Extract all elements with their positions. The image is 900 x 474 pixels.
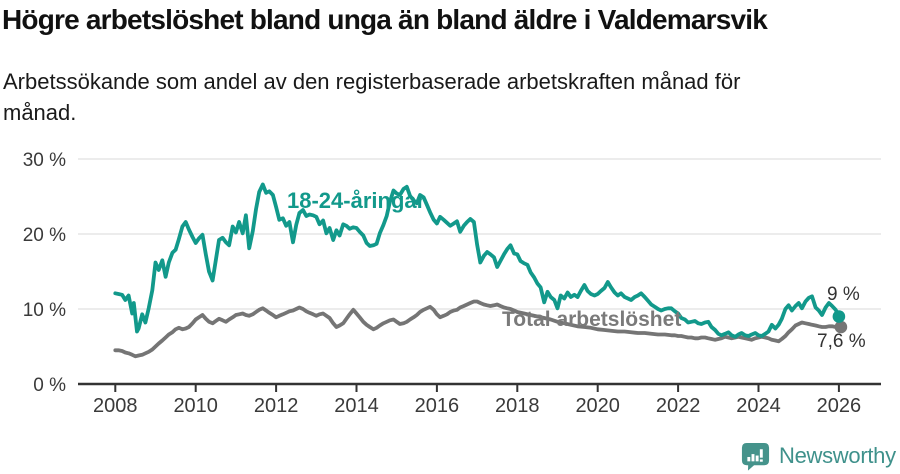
end-value-label-total: 7,6 % [817, 331, 866, 352]
series-label-18-24: 18-24-åringar [287, 188, 426, 213]
x-tick-label: 2022 [656, 395, 701, 417]
x-tick-label: 2014 [334, 395, 379, 417]
series-end-dot-total [834, 320, 848, 334]
y-tick-label: 0 % [33, 375, 66, 396]
chart-subtitle: Arbetssökande som andel av den registerb… [3, 66, 740, 128]
series-end-dot-young [832, 310, 846, 323]
chart-subtitle-line1: Arbetssökande som andel av den registerb… [3, 69, 741, 94]
chart-title: Högre arbetslöshet bland unga än bland ä… [2, 4, 768, 35]
series-line-young [113, 182, 841, 339]
x-tick-label: 2016 [415, 395, 460, 417]
end-value-label-18-24: 9 % [827, 284, 860, 305]
newsworthy-icon [741, 442, 770, 471]
series-label-total: Total arbetslöshet [502, 308, 682, 331]
series-line-total [113, 299, 843, 359]
x-tick-label: 2020 [575, 395, 620, 417]
y-axis-labels: 30 % 20 % 10 % 0 % [23, 150, 66, 396]
x-tick-label: 2018 [495, 395, 540, 417]
y-tick-label: 30 % [23, 150, 66, 171]
speech-bubble-shape [741, 442, 770, 471]
x-tick-label: 2008 [93, 395, 138, 417]
newsworthy-wordmark: Newsworthy [779, 443, 896, 468]
x-axis: 2008 2010 2012 2014 2016 2018 2020 2022 2024 2026 [78, 382, 881, 417]
x-tick-label: 2024 [736, 395, 781, 417]
gridlines [78, 158, 881, 310]
y-tick-label: 20 % [23, 225, 66, 246]
y-tick-label: 10 % [23, 300, 66, 321]
x-tick-label: 2026 [817, 395, 862, 417]
chart-subtitle-line2: månad. [3, 100, 77, 125]
newsworthy-logo: Newsworthy [740, 440, 896, 472]
x-tick-label: 2012 [254, 395, 299, 417]
x-tick-label: 2010 [173, 395, 218, 417]
series-lines [113, 182, 848, 359]
bar-chart-glyph [747, 448, 763, 462]
